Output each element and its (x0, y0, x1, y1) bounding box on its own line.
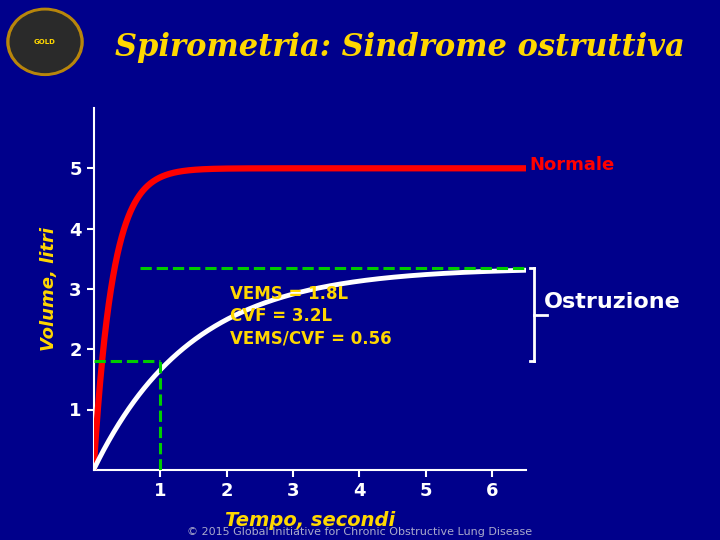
X-axis label: Tempo, secondi: Tempo, secondi (225, 511, 395, 530)
Text: Ostruzione: Ostruzione (544, 292, 680, 313)
Text: VEMS = 1.8L: VEMS = 1.8L (230, 285, 348, 303)
Circle shape (10, 11, 80, 72)
Text: VEMS/CVF = 0.56: VEMS/CVF = 0.56 (230, 329, 392, 347)
Text: GOLD: GOLD (34, 39, 56, 45)
Circle shape (7, 8, 83, 76)
Text: CVF = 3.2L: CVF = 3.2L (230, 307, 332, 325)
Text: © 2015 Global Initiative for Chronic Obstructive Lung Disease: © 2015 Global Initiative for Chronic Obs… (187, 527, 533, 537)
Text: Spirometria: Sindrome ostruttiva: Spirometria: Sindrome ostruttiva (115, 32, 685, 63)
Text: Normale: Normale (529, 156, 614, 174)
Y-axis label: Volume, litri: Volume, litri (40, 227, 58, 351)
